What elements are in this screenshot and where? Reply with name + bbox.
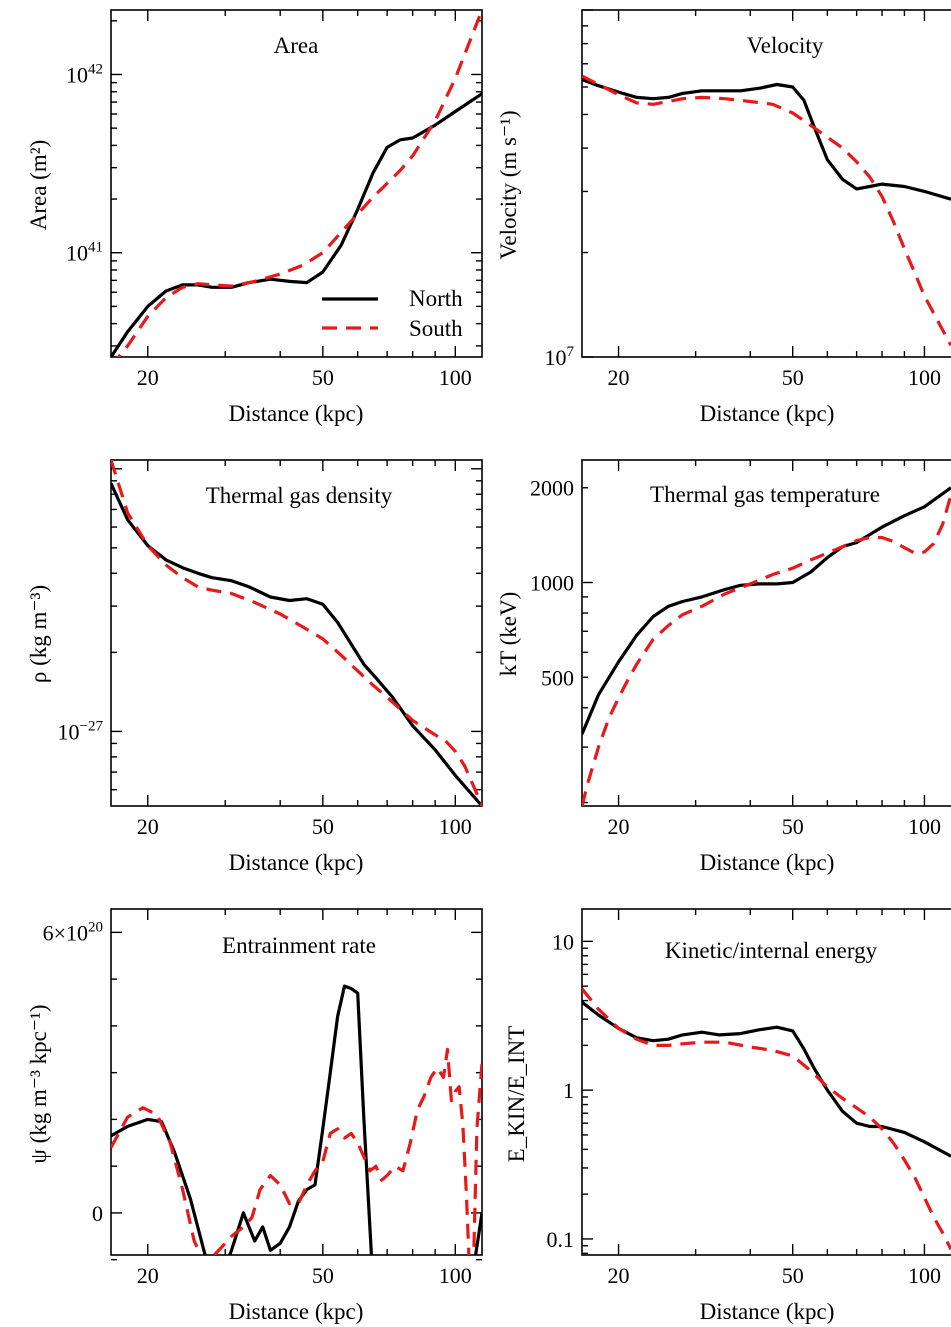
series-line-north (111, 92, 482, 357)
series-group (111, 10, 482, 357)
tick-label: 20 (608, 365, 630, 390)
x-axis-label: Distance (kpc) (229, 850, 364, 875)
tick-label: 20 (608, 814, 630, 839)
tick-label: 1000 (530, 571, 574, 596)
plot-area: 20 50 100 10−27 (58, 459, 483, 839)
panel-title: Kinetic/internal energy (665, 938, 878, 963)
x-axis-label: Distance (kpc) (700, 850, 835, 875)
legend-south-label: South (409, 316, 463, 341)
y-axis-label: kT (keV) (496, 592, 521, 677)
y-axis-label: E_KIN/E_INT (504, 1026, 529, 1163)
y-axis-label: Area (m²) (26, 140, 51, 231)
tick-label: 20 (137, 365, 159, 390)
x-axis-label: Distance (kpc) (700, 1299, 835, 1324)
y-axis-label: Velocity (m s⁻¹) (496, 110, 521, 259)
tick-label: 50 (782, 814, 804, 839)
series-line-south (582, 494, 951, 806)
series-line-south (111, 1047, 482, 1255)
panel-velocity: Velocity Distance (kpc) Velocity (m s⁻¹)… (496, 9, 951, 426)
series-line-south (116, 10, 482, 357)
series-line-north (111, 984, 482, 1255)
y-axis-label: ρ (kg m⁻³) (26, 585, 51, 683)
plot-frame (581, 9, 951, 358)
series-line-north (582, 78, 951, 201)
panel-temperature: Thermal gas temperature Distance (kpc) k… (496, 459, 951, 875)
panel-title: Velocity (747, 33, 824, 58)
tick-label: 20 (137, 814, 159, 839)
legend-north-label: North (409, 286, 463, 311)
tick-label: 0.1 (547, 1227, 575, 1252)
series-line-south (582, 74, 951, 347)
plot-frame (581, 908, 951, 1256)
series-line-south (111, 460, 482, 806)
plot-area: 20 50 100 107 (545, 9, 951, 390)
tick-label: 1 (563, 1078, 574, 1103)
series-line-north (582, 486, 951, 735)
tick-label: 1042 (66, 61, 103, 87)
legend: North South (322, 286, 463, 341)
series-line-north (111, 482, 482, 806)
plot-area: 20 50 100 0 6×1020 (43, 908, 483, 1288)
panel-title: Area (274, 33, 319, 58)
tick-label: 100 (908, 814, 941, 839)
tick-label: 50 (312, 1263, 334, 1288)
panel-area: Area Distance (kpc) Area (m²) 20 50 100 104… (26, 9, 483, 426)
panel-density: Thermal gas density Distance (kpc) ρ (kg… (26, 459, 483, 875)
plot-frame (110, 459, 483, 807)
tick-label: 20 (608, 1263, 630, 1288)
tick-label: 1041 (66, 240, 103, 266)
panel-entrainment: Entrainment rate Distance (kpc) ψ (kg m⁻… (26, 908, 483, 1324)
series-group (111, 460, 482, 806)
tick-label: 6×1020 (43, 919, 103, 945)
x-axis-label: Distance (kpc) (700, 401, 835, 426)
panel-title: Thermal gas density (206, 483, 393, 508)
tick-label: 50 (312, 365, 334, 390)
plot-frame (110, 9, 483, 358)
tick-label: 2000 (530, 476, 574, 501)
tick-label: 500 (541, 665, 574, 690)
tick-label: 50 (782, 365, 804, 390)
tick-label: 100 (908, 1263, 941, 1288)
x-axis-label: Distance (kpc) (229, 401, 364, 426)
tick-label: 100 (908, 365, 941, 390)
y-axis-label: ψ (kg m⁻³ kpc⁻¹) (26, 1004, 51, 1163)
series-group (582, 987, 951, 1251)
tick-label: 20 (137, 1263, 159, 1288)
tick-label: 107 (545, 344, 575, 370)
plot-frame (581, 459, 951, 807)
plot-area: 20 50 100 0.1 1 10 (547, 908, 951, 1288)
x-axis-label: Distance (kpc) (229, 1299, 364, 1324)
series-group (111, 984, 482, 1255)
series-group (582, 486, 951, 806)
tick-label: 0 (92, 1201, 103, 1226)
panel-energy-ratio: Kinetic/internal energy Distance (kpc) E… (504, 908, 951, 1324)
plot-area: 20 50 100 1041 1042 (66, 9, 483, 390)
tick-label: 50 (312, 814, 334, 839)
plot-frame (110, 908, 483, 1256)
tick-label: 10 (552, 929, 574, 954)
tick-label: 10−27 (58, 718, 104, 744)
tick-label: 100 (439, 365, 472, 390)
plot-area: 20 50 100 500 1000 2000 (530, 459, 951, 839)
tick-label: 50 (782, 1263, 804, 1288)
series-line-north (582, 1000, 951, 1158)
panel-title: Entrainment rate (222, 933, 376, 958)
panel-title: Thermal gas temperature (650, 482, 880, 507)
tick-label: 100 (439, 1263, 472, 1288)
tick-label: 100 (439, 814, 472, 839)
series-group (582, 74, 951, 347)
